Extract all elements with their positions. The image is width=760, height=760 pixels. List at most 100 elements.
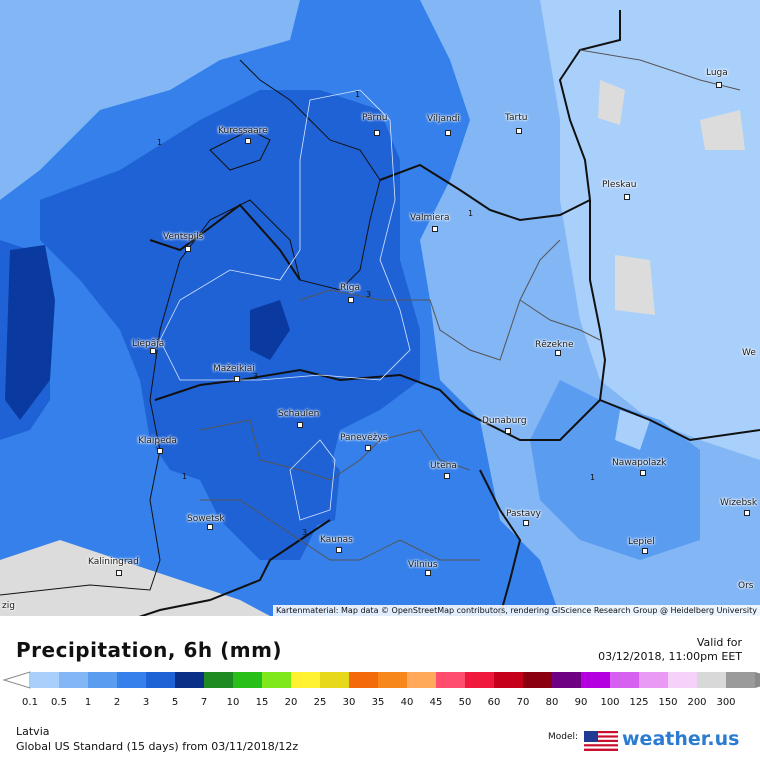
scale-label: 20 — [284, 697, 298, 708]
region-lines-4 — [519, 299, 601, 341]
scale-label: 80 — [545, 697, 559, 708]
scale-label: 35 — [371, 697, 385, 708]
contour-label: 1 — [468, 209, 474, 218]
precipitation-map[interactable]: 1 1 1 3 3 1 3 1 Kuressaare Pärnu Viljand… — [0, 0, 760, 616]
border-latvia-estonia — [379, 163, 591, 222]
scale-swatch — [204, 672, 233, 688]
scale-swatch — [494, 672, 523, 688]
precip-area-0.5mm — [0, 0, 300, 200]
city-marker — [640, 470, 646, 476]
scale-label: 90 — [574, 697, 588, 708]
city-label: Utena — [430, 461, 457, 471]
city-marker — [116, 570, 122, 576]
scale-swatch — [581, 672, 610, 688]
city-label: Liepāja — [132, 339, 165, 349]
city-label: Luga — [706, 68, 728, 78]
city-marker — [445, 130, 451, 136]
scale-swatch — [30, 672, 59, 688]
city-label: Vilnius — [408, 560, 438, 570]
scale-swatch — [262, 672, 291, 688]
scale-swatch — [349, 672, 378, 688]
city-label: Klaipeda — [138, 436, 177, 446]
city-label: Ors — [738, 581, 754, 591]
precip-area-5mm-center — [250, 300, 290, 360]
contour-label: 1 — [182, 472, 188, 481]
city-marker — [425, 570, 431, 576]
city-label: Pärnu — [362, 113, 388, 123]
city-label: Pleskau — [602, 180, 637, 190]
city-label: Sowetsk — [187, 514, 225, 524]
city-label: Kuressaare — [218, 126, 268, 136]
scale-swatch — [233, 672, 262, 688]
scale-label: 100 — [600, 697, 620, 708]
color-scale-labels: 0.1 0.5 1 2 3 5 7 10 15 20 25 30 35 40 45 50 60 70 80 90 100… — [0, 697, 760, 711]
scale-label: 70 — [516, 697, 530, 708]
scale-label: 200 — [687, 697, 707, 708]
scale-label: 15 — [255, 697, 269, 708]
scale-swatch — [378, 672, 407, 688]
city-label: Nawapolazk — [612, 458, 667, 468]
city-marker — [150, 348, 156, 354]
map-title: Precipitation, 6h (mm) — [16, 638, 283, 662]
border-courland — [149, 203, 301, 281]
precip-area-5mm-west — [5, 245, 55, 420]
scale-label: 7 — [200, 697, 208, 708]
coastline — [0, 59, 381, 596]
city-marker — [374, 130, 380, 136]
city-label: Lepiel — [628, 537, 655, 547]
precip-field — [0, 0, 760, 616]
contour-3mm-south — [289, 439, 336, 521]
scale-swatch — [639, 672, 668, 688]
saaremaa-coast — [209, 129, 271, 171]
city-label: Pastavy — [506, 509, 541, 519]
contour-label: 3 — [366, 290, 372, 299]
city-label: Riga — [340, 283, 360, 293]
city-marker — [642, 548, 648, 554]
scale-swatch — [697, 672, 726, 688]
city-label: We — [742, 348, 756, 358]
contour-3mm — [159, 89, 411, 381]
border-lithuania-belarus — [479, 469, 522, 616]
contour-label: 1 — [590, 473, 596, 482]
city-marker — [336, 547, 342, 553]
region-lines-2 — [199, 419, 471, 481]
scale-left-arrow — [2, 671, 31, 689]
map-attribution: Kartenmaterial: Map data © OpenStreetMap… — [272, 605, 760, 616]
scale-label: 1 — [84, 697, 92, 708]
city-label: Wizebsk — [720, 498, 758, 508]
brand-logo[interactable]: weather.us — [622, 728, 740, 750]
scale-swatch — [610, 672, 639, 688]
scale-swatch — [436, 672, 465, 688]
precip-area-3mm-band — [200, 370, 350, 420]
city-marker — [207, 524, 213, 530]
region-lines-3 — [200, 499, 480, 561]
scale-swatch — [465, 672, 494, 688]
scale-swatch — [175, 672, 204, 688]
us-flag-icon — [584, 731, 618, 751]
city-marker — [555, 350, 561, 356]
precip-area-3mm-kaunas — [280, 450, 340, 530]
precip-area-3mm — [40, 90, 420, 560]
precip-area-1mm-belarus — [530, 380, 700, 560]
city-marker — [716, 82, 722, 88]
contour-label: 1 — [355, 90, 361, 99]
city-marker — [297, 422, 303, 428]
border-latvia-lithuania — [154, 368, 601, 441]
scale-label: 40 — [400, 697, 414, 708]
city-label: Schaulen — [278, 409, 320, 419]
scale-label: 3 — [142, 697, 150, 708]
city-label: Kaliningrad — [88, 557, 139, 567]
model-run: Global US Standard (15 days) from 03/11/… — [16, 740, 299, 753]
contour-label: 3 — [302, 528, 308, 537]
city-label: Valmiera — [410, 213, 450, 223]
scale-swatch — [523, 672, 552, 688]
scale-swatch — [726, 672, 755, 688]
city-marker — [523, 520, 529, 526]
city-label: Viljandi — [427, 114, 460, 124]
scale-label: 25 — [313, 697, 327, 708]
scale-swatch — [291, 672, 320, 688]
scale-swatch — [552, 672, 581, 688]
city-label: zig — [2, 601, 15, 611]
city-label: Dunaburg — [482, 416, 527, 426]
city-label: Kaunas — [320, 535, 353, 545]
